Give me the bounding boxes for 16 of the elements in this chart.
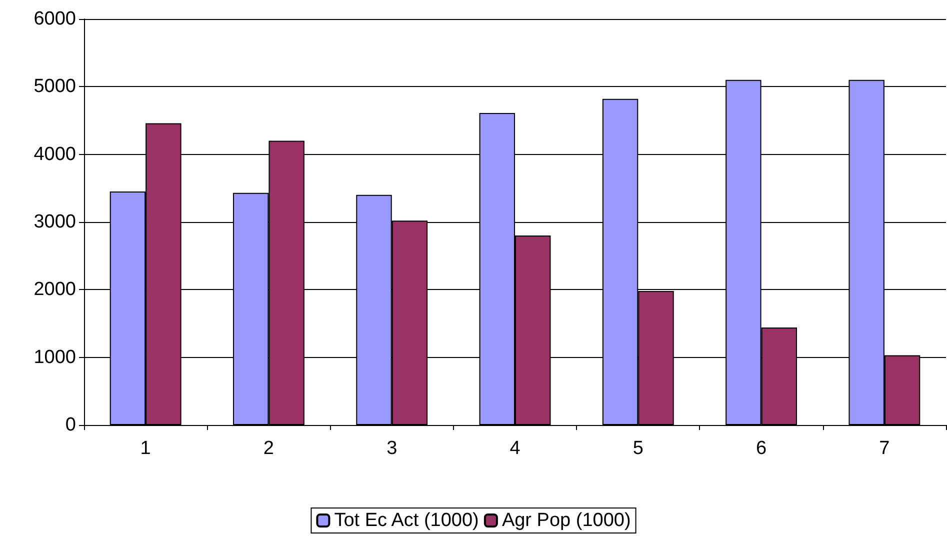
y-tick-label: 3000 — [34, 212, 76, 232]
x-tick-label: 3 — [386, 438, 398, 459]
y-tick-label: 5000 — [34, 76, 76, 98]
legend-label: Tot Ec Act (1000) — [334, 510, 479, 531]
y-tick-label: 2000 — [34, 279, 76, 300]
x-tick-label: 5 — [632, 438, 644, 459]
y-tick-label: 6000 — [34, 8, 76, 30]
y-tick-label: 4000 — [34, 144, 76, 165]
x-tick-label: 4 — [510, 438, 521, 459]
x-tick-label: 2 — [263, 438, 274, 459]
y-tick-label: 1000 — [34, 346, 76, 368]
legend-label: Agr Pop (1000) — [502, 510, 631, 531]
x-tick-label: 7 — [879, 438, 890, 459]
x-tick-label: 6 — [756, 438, 767, 459]
x-tick-label: 1 — [140, 438, 151, 459]
y-tick-label: 0 — [65, 414, 76, 436]
